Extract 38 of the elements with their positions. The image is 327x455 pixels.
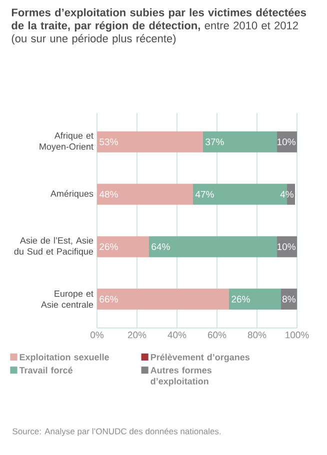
data-label: 10% — [278, 243, 296, 250]
x-tick-label: 0% — [90, 332, 104, 338]
bar — [203, 131, 277, 152]
data-label: 10% — [278, 138, 296, 146]
bar — [277, 236, 297, 258]
bar — [97, 131, 203, 152]
data-label: 8% — [282, 296, 296, 303]
data-label: 4% — [280, 190, 294, 198]
y-tick-label: Asie de l’Est, Asie du Sud et Pacifique — [14, 237, 94, 256]
legend-label: Prélèvement d’organes — [150, 354, 250, 362]
data-label: 64% — [152, 243, 170, 250]
data-label: 66% — [100, 296, 118, 303]
data-label: 48% — [99, 190, 118, 198]
data-label: 47% — [195, 190, 214, 198]
data-label: 37% — [206, 138, 224, 146]
bar — [277, 131, 297, 152]
bar — [97, 288, 229, 310]
x-tick-label: 60% — [208, 332, 226, 338]
bar — [97, 236, 149, 258]
bar — [97, 184, 193, 205]
y-tick-label: Afrique et Moyen-Orient — [40, 132, 94, 152]
legend-label: Autres formes d’exploitation — [150, 366, 212, 386]
x-tick-label: 40% — [168, 332, 186, 338]
legend-label: Travail forcé — [19, 366, 72, 374]
y-tick-label: Europe et Asie centrale — [40, 290, 94, 308]
x-tick-label: 80% — [248, 332, 266, 338]
source-note: Source: Analyse par l’ONUDC des données nationales. — [12, 428, 221, 436]
x-tick-label: 100% — [286, 332, 309, 338]
bar — [229, 288, 281, 310]
x-tick-label: 20% — [128, 332, 146, 338]
data-label: 26% — [100, 243, 118, 250]
y-tick-label: Amériques — [50, 190, 94, 199]
legend-label: Exploitation sexuelle — [20, 354, 109, 362]
data-label: 53% — [100, 138, 118, 146]
data-label: 26% — [232, 296, 250, 303]
chart-title: Formes d’exploitation subies par les victimes détectées de la traite, par région de détection, entre 2010 et 2012 (ou sur une période plus récente) — [12, 8, 306, 45]
bar — [149, 236, 277, 258]
bar — [281, 288, 297, 310]
